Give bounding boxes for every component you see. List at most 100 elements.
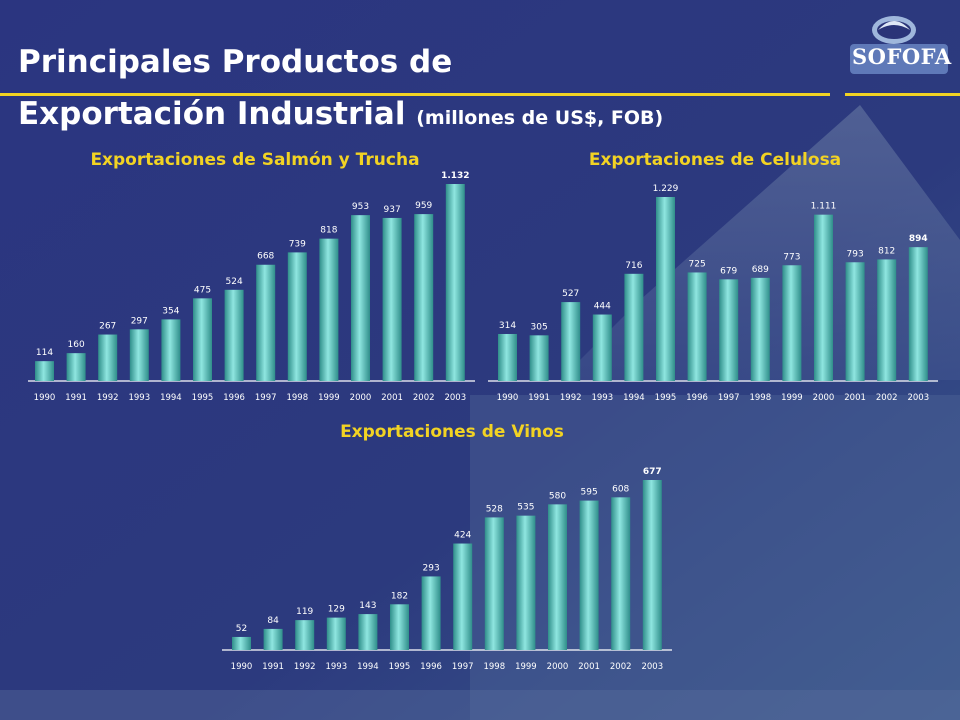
x-tick-label: 1995 <box>192 393 214 403</box>
x-tick-label: 2002 <box>876 393 898 403</box>
data-label: 739 <box>289 239 306 249</box>
x-tick-label: 1992 <box>294 662 316 672</box>
data-label: 1.132 <box>441 171 469 181</box>
bar <box>656 197 675 381</box>
data-label: 267 <box>99 322 116 332</box>
data-label: 812 <box>878 246 895 256</box>
data-label: 677 <box>643 467 662 477</box>
x-tick-label: 1998 <box>483 662 505 672</box>
x-tick-label: 2000 <box>547 662 569 672</box>
data-label: 608 <box>612 484 629 494</box>
data-label: 793 <box>847 249 864 259</box>
data-label: 52 <box>236 624 247 634</box>
bar <box>326 617 346 650</box>
x-tick-label: 2003 <box>444 393 466 403</box>
x-tick-label: 2000 <box>813 393 835 403</box>
data-label: 424 <box>454 531 471 541</box>
title-underline-right <box>845 93 960 96</box>
bar <box>351 215 370 381</box>
bar <box>390 604 409 650</box>
logo-text: SOFOFA <box>852 44 952 69</box>
x-tick-label: 1994 <box>357 662 379 672</box>
bar <box>445 184 465 381</box>
bar <box>98 334 118 381</box>
bar <box>687 272 707 381</box>
chart-2: Exportaciones de Celulosa 314 1990 305 1991 5… <box>488 150 938 403</box>
data-label: 119 <box>296 607 313 617</box>
sofofa-logo-icon <box>850 16 948 74</box>
title-units: (millones de US$, FOB) <box>416 107 664 129</box>
data-label: 535 <box>517 503 534 513</box>
x-tick-label: 1990 <box>231 662 253 672</box>
bar <box>529 335 549 381</box>
data-label: 528 <box>486 504 503 514</box>
bar <box>263 628 283 650</box>
x-tick-label: 1999 <box>515 662 537 672</box>
data-label: 354 <box>162 306 179 316</box>
chart-3: Exportaciones de Vinos 52 1990 84 1991 119 199… <box>222 422 672 672</box>
x-tick-label: 1996 <box>420 662 442 672</box>
title-underline <box>0 93 830 96</box>
x-tick-label: 2003 <box>907 393 929 403</box>
bar <box>382 217 402 381</box>
x-tick-label: 1994 <box>160 393 182 403</box>
bar <box>579 500 599 650</box>
bar <box>719 279 739 381</box>
x-tick-label: 2001 <box>381 393 403 403</box>
bar <box>782 265 802 381</box>
slide-title-line1: Principales Productos de <box>18 44 453 80</box>
x-tick-label: 2001 <box>844 393 866 403</box>
x-tick-label: 1998 <box>286 393 308 403</box>
x-tick-label: 1991 <box>528 393 550 403</box>
data-label: 129 <box>328 605 345 615</box>
bar <box>35 361 54 381</box>
data-label: 444 <box>594 302 611 312</box>
x-tick-label: 1993 <box>591 393 613 403</box>
bar <box>287 252 307 381</box>
x-tick-label: 2002 <box>413 393 435 403</box>
x-tick-label: 1996 <box>686 393 708 403</box>
bar <box>750 277 770 381</box>
data-label: 475 <box>194 285 211 295</box>
data-label: 689 <box>752 265 769 275</box>
title-main: Exportación Industrial <box>18 96 406 132</box>
x-tick-label: 1992 <box>560 393 582 403</box>
x-tick-label: 2001 <box>578 662 600 672</box>
x-tick-label: 1992 <box>97 393 119 403</box>
bar <box>516 515 536 650</box>
x-tick-label: 1995 <box>655 393 677 403</box>
chart-title: Exportaciones de Salmón y Trucha <box>90 150 419 170</box>
slide-title-line2: Exportación Industrial (millones de US$,… <box>18 96 663 132</box>
data-label: 953 <box>352 202 369 212</box>
data-label: 580 <box>549 491 566 501</box>
data-label: 297 <box>131 316 148 326</box>
chart-title: Exportaciones de Vinos <box>340 422 564 442</box>
x-tick-label: 1993 <box>325 662 347 672</box>
bar <box>129 329 149 381</box>
data-label: 773 <box>783 252 800 262</box>
data-label: 894 <box>909 234 928 244</box>
bar <box>256 264 276 381</box>
x-tick-label: 1995 <box>389 662 411 672</box>
bar <box>421 576 441 650</box>
bar <box>592 314 612 381</box>
data-label: 1.229 <box>653 184 679 194</box>
bar <box>319 238 339 381</box>
data-label: 293 <box>423 563 440 573</box>
x-tick-label: 1998 <box>749 393 771 403</box>
x-tick-label: 1991 <box>65 393 87 403</box>
x-tick-label: 1997 <box>718 393 740 403</box>
data-label: 679 <box>720 266 737 276</box>
bar <box>295 620 315 650</box>
chart-title: Exportaciones de Celulosa <box>589 150 841 170</box>
bar <box>498 333 517 381</box>
data-label: 668 <box>257 252 274 262</box>
x-tick-label: 1996 <box>223 393 245 403</box>
data-label: 527 <box>562 289 579 299</box>
data-label: 1.111 <box>811 202 837 212</box>
bar <box>232 636 251 650</box>
x-tick-label: 1999 <box>781 393 803 403</box>
data-label: 160 <box>68 340 85 350</box>
x-tick-label: 1999 <box>318 393 340 403</box>
data-label: 818 <box>320 226 337 236</box>
